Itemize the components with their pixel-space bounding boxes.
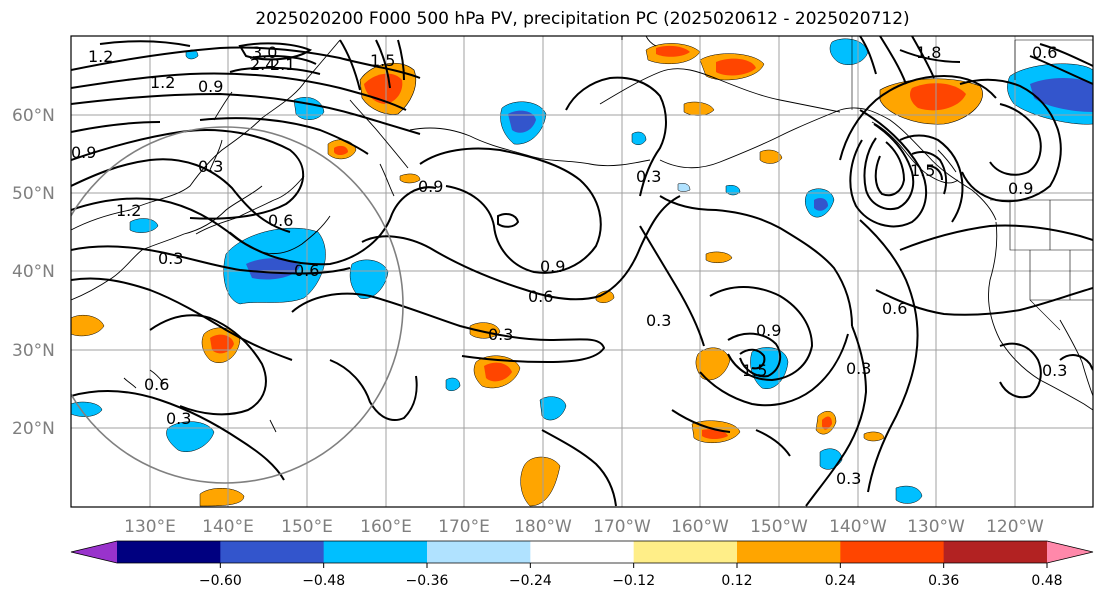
contour-label: 0.3 xyxy=(646,311,671,330)
colorbar-tick-label: −0.48 xyxy=(302,573,345,589)
colorbar-segment xyxy=(840,541,945,563)
map-title: 2025020200 F000 500 hPa PV, precipitatio… xyxy=(255,9,910,29)
contour-label: 2.1 xyxy=(270,55,295,74)
contour-label: 0.9 xyxy=(1008,179,1033,198)
map-frame xyxy=(70,35,1094,508)
contour-label: 0.9 xyxy=(198,77,223,96)
colorbar-segment xyxy=(1047,541,1093,563)
region-circle xyxy=(71,126,404,484)
contour-label: 0.9 xyxy=(71,143,96,162)
contour-label: 1.5 xyxy=(910,161,935,180)
contour-label: 0.6 xyxy=(294,261,319,280)
lat-label: 50°N xyxy=(12,184,55,204)
colorbar-tick-label: 0.12 xyxy=(721,573,752,589)
contour-label: 1.2 xyxy=(88,47,113,66)
longitude-labels: 130°E 140°E 150°E 160°E 170°E 180°W 170°… xyxy=(124,517,1044,537)
lon-label: 130°E xyxy=(124,517,176,537)
contour-label: 0.3 xyxy=(488,325,513,344)
contour-label: 0.6 xyxy=(882,299,907,318)
lat-label: 40°N xyxy=(12,262,55,282)
lon-label: 160°W xyxy=(671,517,729,537)
lon-label: 120°W xyxy=(986,517,1044,537)
contour-label: 1.5 xyxy=(370,51,395,70)
contour-label: 0.3 xyxy=(158,249,183,268)
contour-label: 0.3 xyxy=(836,469,861,488)
lon-label: 150°W xyxy=(750,517,808,537)
contour-label: 3.0 xyxy=(252,43,277,62)
colorbar-tick-label: −0.12 xyxy=(612,573,655,589)
contour-labels: 1.2 3.0 2.4 2.1 1.5 1.2 0.9 0.9 0.3 1.2 … xyxy=(71,43,1067,488)
lat-label: 20°N xyxy=(12,419,55,439)
latitude-labels: 60°N 50°N 40°N 30°N 20°N xyxy=(12,106,55,439)
colorbar-ticks: −0.60 −0.48 −0.36 −0.24 −0.12 0.12 0.24 0.36 0.4… xyxy=(199,563,1063,589)
colorbar-segment xyxy=(530,541,635,563)
colorbar-tick-label: 0.24 xyxy=(825,573,856,589)
colorbar-segment xyxy=(427,541,531,563)
lon-label: 180°W xyxy=(514,517,572,537)
colorbar-tick-label: 0.36 xyxy=(928,573,959,589)
colorbar-tick-label: −0.60 xyxy=(199,573,242,589)
map-gridlines xyxy=(71,36,1093,507)
colorbar-segment xyxy=(220,541,325,563)
contour-label: 0.9 xyxy=(756,321,781,340)
contour-label: 0.3 xyxy=(846,359,871,378)
contour-label: 1.8 xyxy=(916,43,941,62)
lon-label: 170°W xyxy=(593,517,651,537)
colorbar xyxy=(70,540,1094,564)
contour-label: 2.4 xyxy=(250,55,275,74)
colorbar-segment xyxy=(117,541,221,563)
contour-label: 0.3 xyxy=(198,157,223,176)
contour-label: 1.2 xyxy=(150,73,175,92)
lon-label: 160°E xyxy=(360,517,412,537)
lon-label: 140°W xyxy=(829,517,887,537)
contour-label: 0.3 xyxy=(1042,361,1067,380)
colorbar-segment xyxy=(323,541,428,563)
contour-label: 0.6 xyxy=(1032,43,1057,62)
lon-label: 130°W xyxy=(907,517,965,537)
coastlines xyxy=(71,36,1093,433)
contour-label: 1.5 xyxy=(742,361,767,380)
contour-label: 0.3 xyxy=(636,167,661,186)
colorbar-outline xyxy=(70,540,1094,564)
lat-label: 60°N xyxy=(12,106,55,126)
contour-label: 0.6 xyxy=(144,375,169,394)
contour-label: 0.9 xyxy=(540,257,565,276)
contour-label: 0.6 xyxy=(528,287,553,306)
contour-label: 0.6 xyxy=(268,211,293,230)
colorbar-segment xyxy=(943,541,1048,563)
colorbar-tick-label: −0.24 xyxy=(509,573,552,589)
contour-label: 0.3 xyxy=(166,409,191,428)
political-borders xyxy=(851,36,1093,331)
contour-label: 0.9 xyxy=(418,177,443,196)
lat-label: 30°N xyxy=(12,341,55,361)
precip-positive-areas xyxy=(71,43,983,507)
lon-label: 150°E xyxy=(281,517,333,537)
colorbar-segment xyxy=(633,541,738,563)
lon-label: 170°E xyxy=(438,517,490,537)
colorbar-segment xyxy=(737,541,841,563)
pv-contours xyxy=(71,36,1093,507)
contour-label: 1.2 xyxy=(116,201,141,220)
lon-label: 140°E xyxy=(202,517,254,537)
colorbar-tick-label: −0.36 xyxy=(406,573,449,589)
colorbar-tick-label: 0.48 xyxy=(1031,573,1062,589)
colorbar-segment xyxy=(71,541,117,563)
